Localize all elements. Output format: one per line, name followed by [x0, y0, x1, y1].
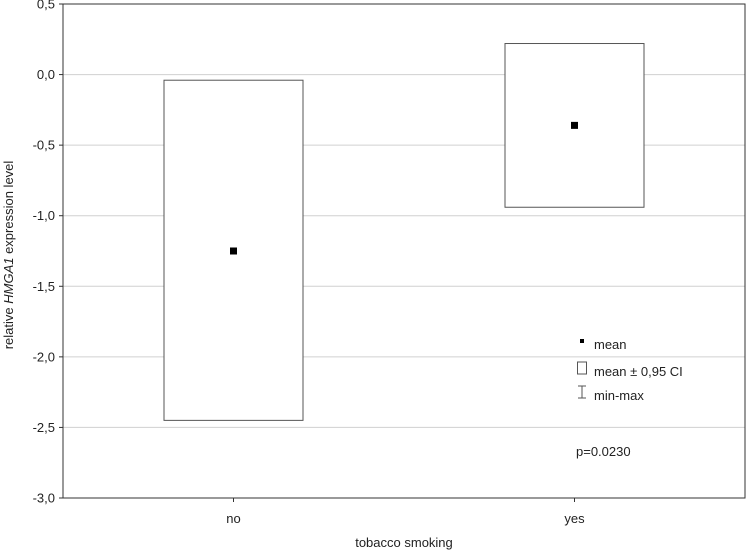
mean-marker [571, 121, 578, 129]
mean-marker [230, 247, 237, 255]
legend-ci-box-icon [577, 361, 587, 375]
legend-mean-icon [580, 339, 584, 343]
x-tick-label: yes [564, 511, 585, 526]
legend-label: min-max [594, 388, 644, 403]
x-tick-labels: no yes [226, 511, 585, 526]
y-axis-title-gene: HMGA1 [1, 258, 16, 304]
y-axis-title-suffix: expression level [1, 161, 16, 258]
x-tick-label: no [226, 511, 240, 526]
y-tick-labels: 0,5 0,0 -0,5 -1,0 -1,5 -2,0 -2,5 -3,0 [33, 0, 55, 506]
p-value-annotation: p=0.0230 [576, 444, 631, 459]
x-axis-title: tobacco smoking [355, 535, 453, 550]
legend-whisker-icon [578, 385, 586, 399]
legend: mean mean ± 0,95 CI min-max [577, 337, 683, 403]
legend-label: mean [594, 337, 627, 352]
y-tick-label: -3,0 [33, 491, 55, 506]
y-tick-label: -2,0 [33, 349, 55, 364]
y-tick-label: -1,5 [33, 279, 55, 294]
axes [59, 3, 746, 502]
y-tick-label: -2,5 [33, 420, 55, 435]
y-axis-title-prefix: relative [1, 304, 16, 350]
y-tick-label: 0,0 [37, 67, 55, 82]
y-tick-label: -1,0 [33, 208, 55, 223]
y-tick-label: 0,5 [37, 0, 55, 12]
plot-frame [62, 3, 746, 499]
ci-boxes [163, 43, 645, 421]
mean-markers [230, 121, 578, 255]
legend-label: mean ± 0,95 CI [594, 364, 683, 379]
y-axis-title: relative HMGA1 expression level [1, 161, 16, 350]
y-tick-label: -0,5 [33, 138, 55, 153]
